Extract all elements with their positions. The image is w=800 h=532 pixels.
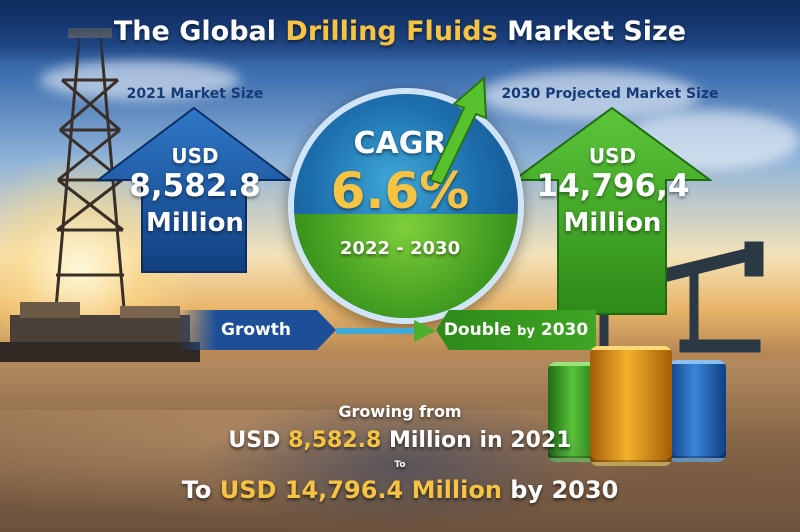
blue-barrel (668, 360, 726, 462)
bottom-line-2-prefix: USD (228, 428, 289, 453)
right-label: 2030 Projected Market Size (501, 86, 719, 102)
blue-up-arrow (96, 106, 292, 273)
growth-label: Growth (221, 320, 291, 340)
cagr-label: CAGR (353, 126, 447, 161)
cagr-circle (288, 88, 524, 324)
title-highlight: Drilling Fluids (285, 16, 498, 47)
growth-banner: Growth (176, 310, 336, 350)
green-up-arrow (512, 106, 712, 315)
bottom-shade (200, 396, 600, 532)
double-label: Double (443, 320, 512, 340)
left-value: 8,582.8 (129, 168, 261, 204)
title-suffix: Market Size (497, 16, 687, 47)
bottom-to-small: To (394, 460, 406, 470)
bottom-line-3-prefix: To (181, 476, 220, 504)
bottom-line-3-suffix: by 2030 (501, 476, 619, 504)
right-value: 14,796,4 (536, 168, 690, 204)
bottom-line-2-value: 8,582.8 (288, 428, 382, 453)
title-band (0, 0, 800, 64)
orange-barrel (590, 346, 672, 466)
bottom-line-1: Growing from (338, 402, 462, 421)
double-year: 2030 (540, 320, 589, 340)
cloud (480, 70, 700, 120)
right-unit: Million (563, 208, 662, 238)
circle-green-fill (294, 214, 518, 318)
title-prefix: The Global (113, 16, 286, 47)
bottom-line-2-suffix: Million in 2021 (381, 428, 572, 453)
flow-arrow-icon (336, 320, 436, 342)
trend-arrow-icon (428, 75, 488, 184)
cagr-period: 2022 - 2030 (339, 238, 461, 259)
bottom-line-2: USD 8,582.8 Million in 2021 (0, 428, 800, 453)
left-unit: Million (146, 208, 244, 238)
bottom-line-3: To USD 14,796.4 Million by 2030 (0, 476, 800, 504)
double-by: by (517, 324, 535, 339)
page-title: The Global Drilling Fluids Market Size (0, 16, 800, 47)
double-banner: Double by 2030 (436, 310, 596, 350)
left-label: 2021 Market Size (126, 86, 264, 102)
left-currency: USD (171, 144, 219, 168)
bottom-line-3-value: USD 14,796.4 Million (219, 476, 502, 504)
right-currency: USD (588, 144, 637, 168)
